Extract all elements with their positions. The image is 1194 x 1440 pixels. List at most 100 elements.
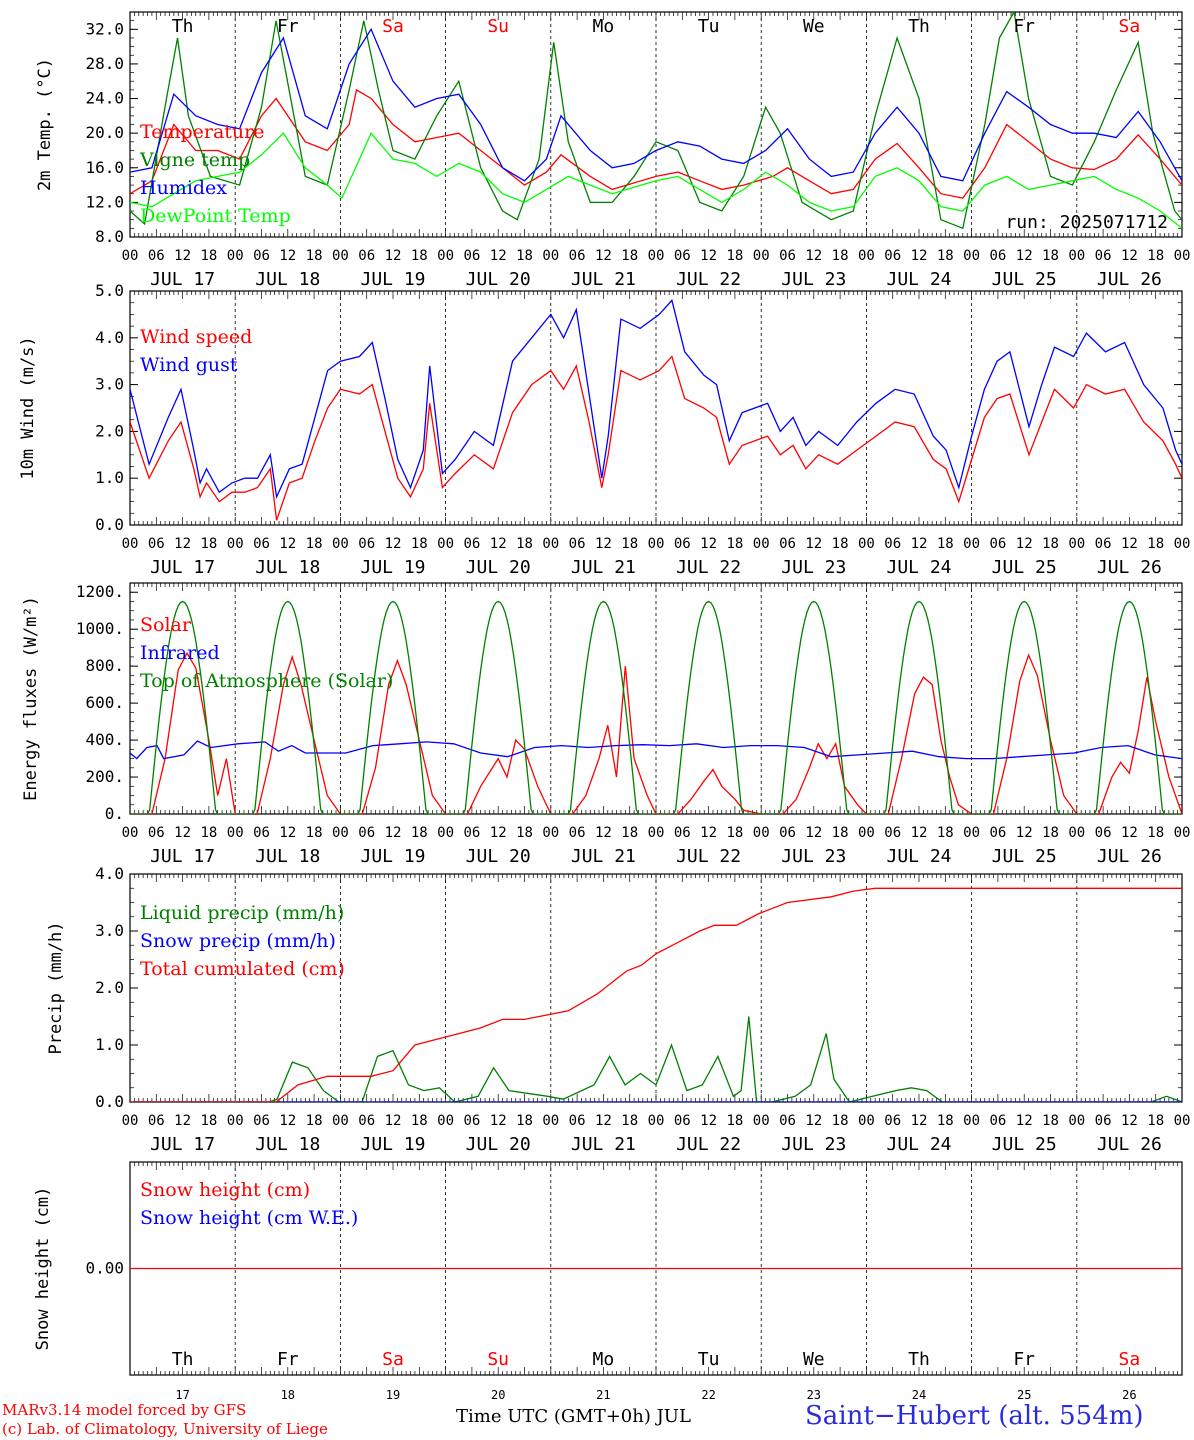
hour-label: 18 [1042,825,1059,841]
hour-label: 12 [1121,536,1138,552]
hour-label: 12 [911,825,928,841]
hour-label: 18 [516,536,533,552]
hour-label: 06 [253,825,270,841]
date-label: JUL 25 [992,846,1057,867]
hour-label: 00 [122,825,139,841]
hour-label: 12 [595,1113,612,1129]
hour-label: 00 [963,825,980,841]
hour-label: 06 [253,1113,270,1129]
legend-wind-speed: Wind speed [140,326,252,348]
hour-label: 06 [884,1113,901,1129]
y-tick-label: 1000. [76,619,124,638]
hour-label: 06 [463,1113,480,1129]
hour-label: 00 [963,1113,980,1129]
hour-label: 06 [674,536,691,552]
date-label: JUL 20 [466,1134,531,1155]
legend-total-cumulated-cm-: Total cumulated (cm) [140,958,345,980]
y-tick-label: 1.0 [95,468,124,487]
hour-label: 18 [621,825,638,841]
date-label: JUL 26 [1097,269,1162,290]
date-label: JUL 22 [676,269,741,290]
hour-label: 12 [595,248,612,264]
series-line-infrared [130,740,1182,760]
panel-frame [129,11,1183,238]
hour-label: 12 [279,1113,296,1129]
hour-label: 00 [858,825,875,841]
hour-label: 00 [648,825,665,841]
hour-label: 06 [884,536,901,552]
run-label: run: 2025071712 [1005,212,1168,233]
hour-label: 06 [463,248,480,264]
legend-humidex: Humidex [140,177,227,199]
hour-label: 18 [726,825,743,841]
y-axis-label: Precip (mm/h) [46,921,66,1054]
hour-label: 00 [332,825,349,841]
hour-label: 06 [569,248,586,264]
y-tick-label: 1200. [76,582,124,601]
hour-label: 12 [385,1113,402,1129]
hour-label: 18 [411,248,428,264]
hour-label: 18 [200,536,217,552]
hour-label: 18 [621,1113,638,1129]
hour-label: 12 [490,536,507,552]
series-line-solar [130,651,1182,814]
date-label: JUL 18 [255,1134,320,1155]
y-tick-label: 3.0 [95,921,124,940]
hour-label: 18 [1147,536,1164,552]
station-name: Saint−Hubert (alt. 554m) [805,1401,1144,1431]
hour-label: 12 [700,1113,717,1129]
hour-label: 12 [279,248,296,264]
date-label: JUL 18 [255,557,320,578]
hour-label: 18 [832,825,849,841]
hour-label: 12 [1121,1113,1138,1129]
hour-label: 18 [832,248,849,264]
hour-label: 18 [726,248,743,264]
hour-label: 12 [385,248,402,264]
legend-dewpoint-temp: DewPoint Temp [140,205,291,227]
weekday-top: Fr [1013,16,1035,37]
day-number: 18 [281,1388,295,1402]
hour-label: 12 [805,1113,822,1129]
y-axis-label: 2m Temp. (°C) [35,58,55,191]
hour-label: 06 [253,536,270,552]
hour-label: 00 [332,248,349,264]
day-number: 21 [596,1388,610,1402]
hour-label: 12 [174,248,191,264]
hour-label: 12 [595,536,612,552]
date-label: JUL 20 [466,269,531,290]
hour-label: 18 [937,536,954,552]
hour-label: 18 [200,1113,217,1129]
day-number: 25 [1017,1388,1031,1402]
hour-label: 18 [1042,536,1059,552]
hour-label: 18 [1147,825,1164,841]
legend-top-of-atmosphere-solar-: Top of Atmosphere (Solar) [140,670,393,692]
day-number: 19 [386,1388,400,1402]
y-tick-label: 3.0 [95,375,124,394]
hour-label: 00 [1068,536,1085,552]
hour-label: 06 [674,1113,691,1129]
hour-label: 12 [911,248,928,264]
hour-label: 00 [437,1113,454,1129]
hour-label: 06 [674,248,691,264]
y-tick-label: 16.0 [85,158,124,177]
hour-label: 00 [963,248,980,264]
hour-label: 18 [306,536,323,552]
hour-label: 00 [542,1113,559,1129]
hour-label: 00 [648,1113,665,1129]
weekday-bottom: Sa [1119,1349,1141,1370]
hour-label: 00 [227,825,244,841]
y-tick-label: 4.0 [95,864,124,883]
date-label: JUL 21 [571,557,636,578]
hour-label: 06 [253,248,270,264]
hour-label: 18 [516,248,533,264]
hour-label: 00 [858,536,875,552]
hour-label: 18 [832,1113,849,1129]
date-label: JUL 19 [360,269,425,290]
hour-label: 00 [753,825,770,841]
legend-liquid-precip-mm-h-: Liquid precip (mm/h) [140,902,344,924]
y-tick-label: 4.0 [95,328,124,347]
y-tick-label: 5.0 [95,281,124,300]
weekday-bottom: We [803,1349,825,1370]
weekday-top: Sa [1119,16,1141,37]
